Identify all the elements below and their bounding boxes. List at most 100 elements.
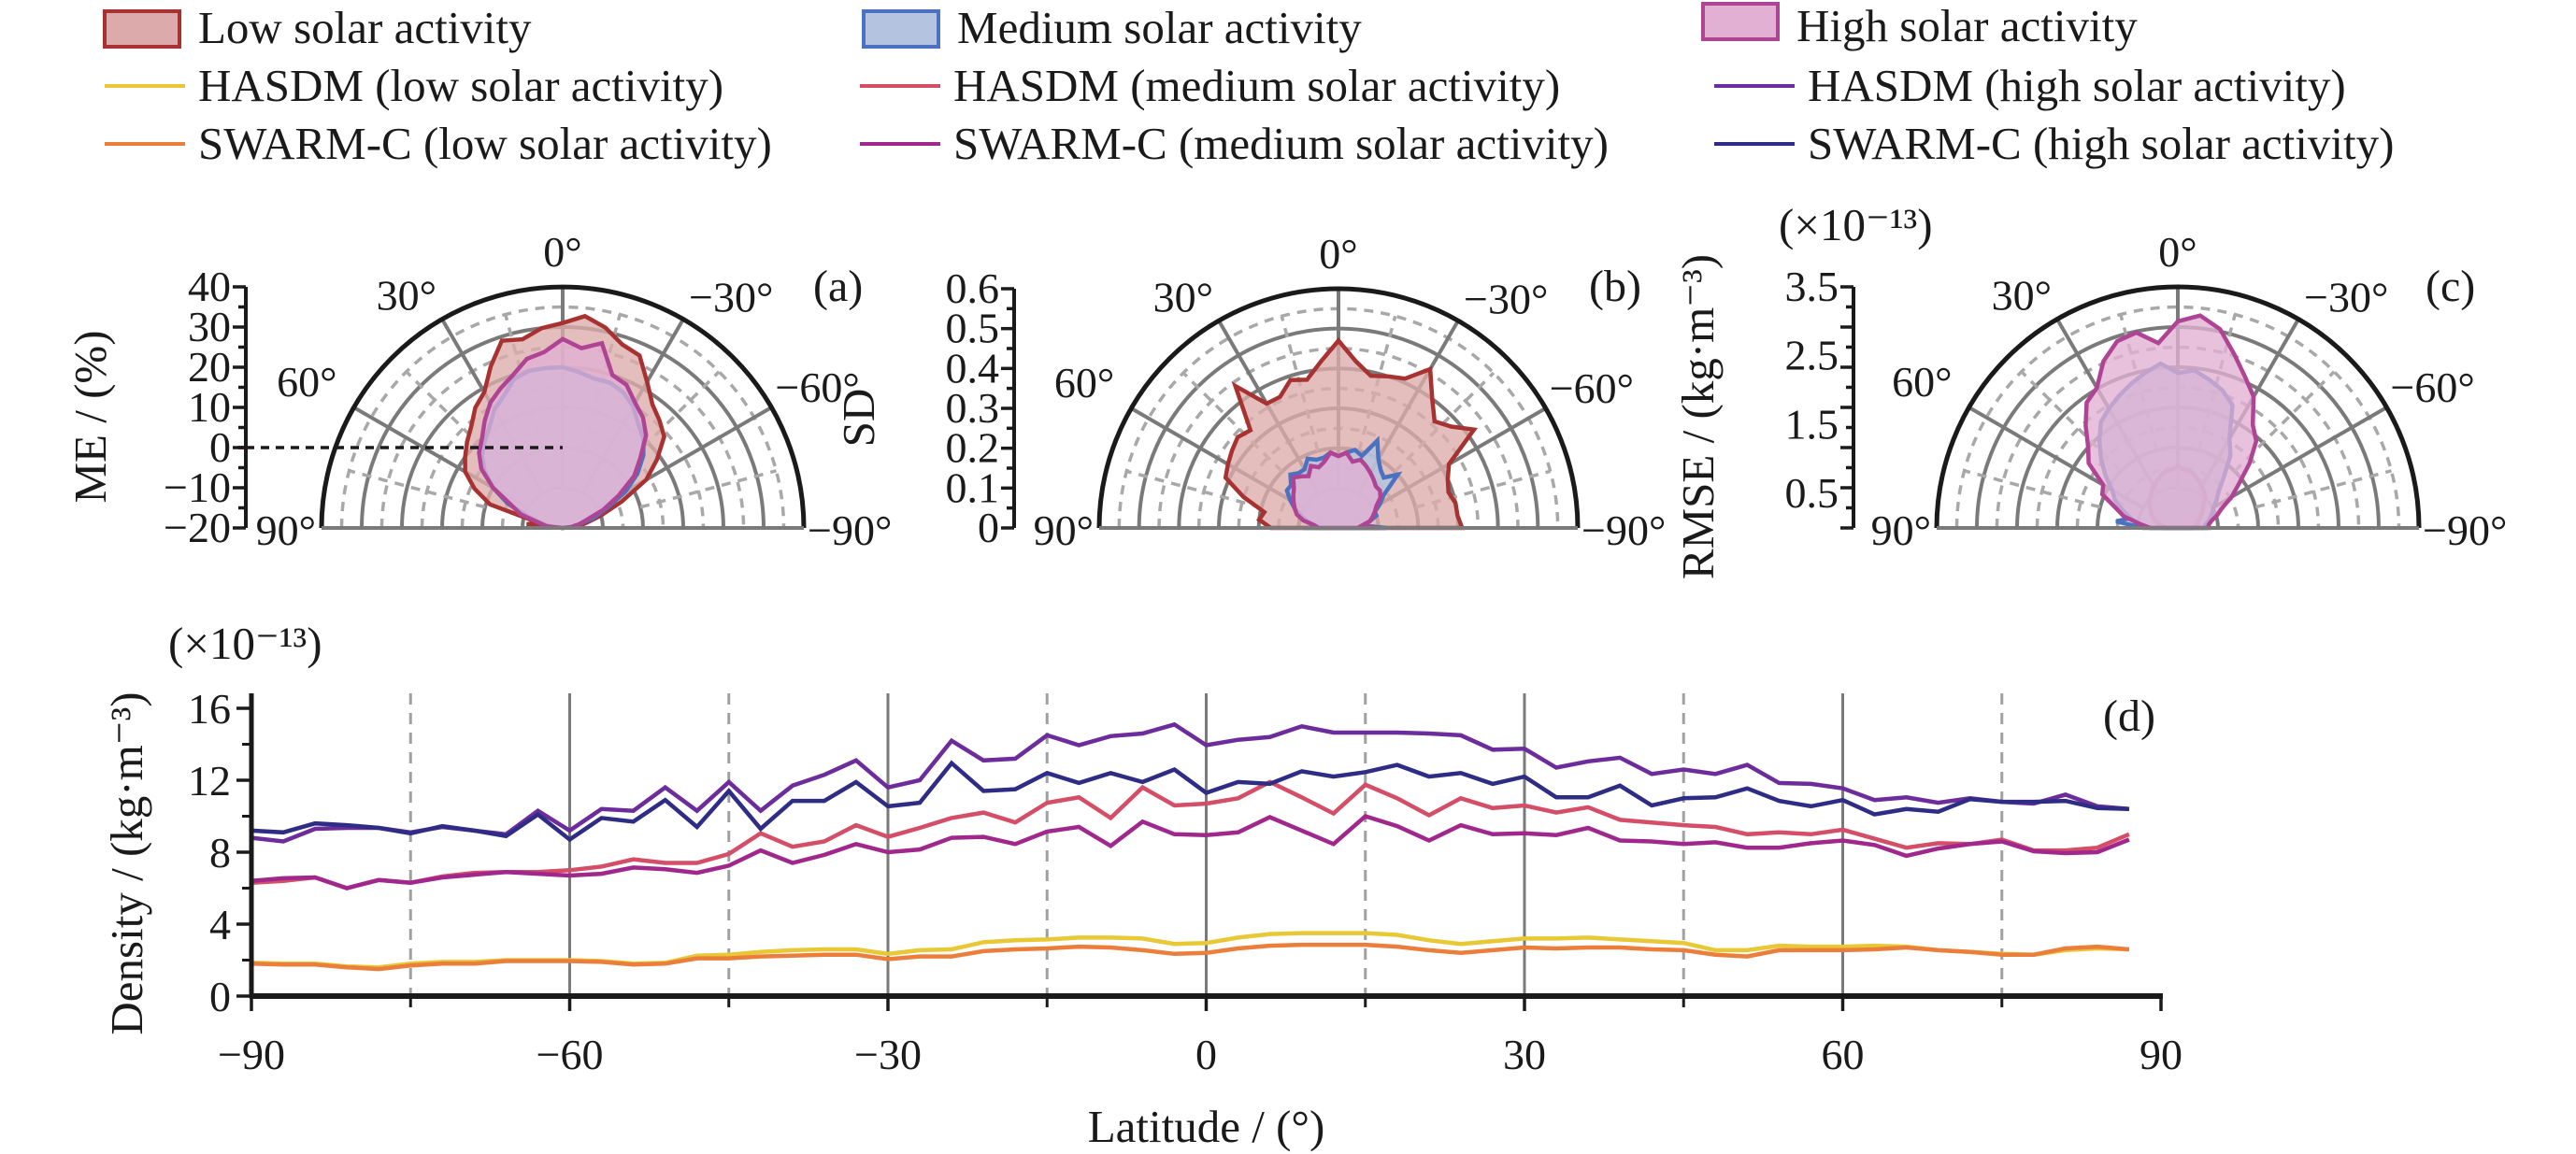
legend-label: SWARM-C (low solar activity)	[198, 118, 772, 169]
radial-tick-label: 1.5	[1785, 400, 1839, 448]
angle-label: 30°	[1992, 272, 2052, 320]
y-tick-label: 4	[209, 901, 231, 948]
radial-tick-label: 2.5	[1785, 332, 1839, 379]
panel-label: (b)	[1589, 262, 1641, 311]
legend-label: SWARM-C (high solar activity)	[1808, 118, 2394, 169]
series-line-swarm-c-medium-solar-activity	[250, 813, 2130, 890]
polar-outer-boundary	[1096, 286, 1581, 529]
radial-tick-label: 10	[188, 383, 231, 431]
x-tick-label: 60	[1822, 1031, 1865, 1078]
legend-label: Low solar activity	[198, 2, 532, 53]
angle-label: 30°	[1153, 273, 1213, 321]
legend-swatch-high	[1701, 2, 1780, 41]
legend-label: SWARM-C (medium solar activity)	[953, 118, 1609, 169]
angle-label: −60°	[2390, 363, 2474, 411]
x-tick-label: −90	[218, 1031, 285, 1078]
series-line-swarm-c-high-solar-activity	[250, 760, 2129, 843]
polar-grid-ring-dashed	[379, 345, 746, 529]
polar-area-high-solar-activity	[477, 336, 649, 531]
scale-note: (×10⁻¹³)	[1779, 199, 1933, 250]
legend-label: HASDM (high solar activity)	[1808, 60, 2346, 111]
angle-label: −60°	[775, 363, 859, 411]
polar-grid-ring-dashed	[1954, 305, 2401, 529]
polar-grid-ring-dashed	[1995, 345, 2361, 529]
polar-grid-spoke	[2211, 406, 2388, 510]
angle-label: −60°	[1550, 364, 1634, 412]
polar-plot-sd: 0.60.50.40.30.20.10 90° 60° 30° 0° −30°−60° −9…	[833, 230, 1666, 554]
angle-label: 60°	[1054, 359, 1114, 406]
radial-tick-label: 0.5	[946, 305, 1000, 352]
polar-grid-spoke-dashed	[639, 469, 777, 509]
legend-item-medium-area: Medium solar activity	[862, 2, 1362, 53]
series-line-swarm-c-low-solar-activity	[250, 942, 2130, 972]
radial-tick-label: 0.5	[1785, 469, 1839, 517]
legend-label: HASDM (medium solar activity)	[953, 60, 1560, 111]
x-tick-label: 30	[1503, 1031, 1546, 1078]
polar-grid-ring-dashed	[1157, 347, 1520, 529]
polar-area-low-solar-activity	[1223, 336, 1479, 531]
y-axis-label: SD	[833, 389, 884, 448]
x-tick-label: −30	[854, 1031, 922, 1078]
polar-outer-boundary	[1934, 284, 2422, 529]
radial-tick-label: 0	[209, 423, 231, 471]
polar-area-high-solar-activity	[2083, 313, 2259, 531]
radial-tick-label: −10	[164, 463, 231, 511]
polar-grid-spoke-dashed	[1964, 469, 2101, 509]
angle-label: −90°	[2423, 506, 2507, 554]
radial-tick-label: 0.4	[946, 344, 1000, 392]
legend: Low solar activity Medium solar activity…	[103, 0, 2394, 169]
angle-label: 0°	[1319, 230, 1357, 278]
y-tick-label: 8	[209, 829, 231, 876]
legend-item-low-area: Low solar activity	[103, 2, 532, 53]
y-axis-label: ME / (%)	[64, 330, 116, 503]
panel-label: (c)	[2426, 262, 2475, 311]
y-axis-label: Density / (kg·m⁻³)	[101, 691, 152, 1034]
legend-label: HASDM (low solar activity)	[198, 60, 723, 111]
angle-label: −90°	[1581, 506, 1666, 554]
radial-tick-label: 0.1	[946, 463, 1000, 511]
scale-note: (×10⁻¹³)	[168, 618, 322, 669]
angle-label: 0°	[543, 228, 581, 276]
series-line-hasdm-high-solar-activity	[250, 721, 2130, 844]
angle-label: −30°	[1464, 275, 1548, 322]
angle-label: −30°	[689, 274, 773, 321]
angle-label: 90°	[1871, 506, 1931, 554]
angle-label: 60°	[1892, 358, 1952, 406]
panel-label: (a)	[813, 262, 863, 311]
angle-label: 90°	[256, 506, 316, 554]
y-tick-label: 0	[209, 973, 231, 1020]
x-tick-label: 0	[1195, 1031, 1217, 1078]
polar-grid-spoke-dashed	[2254, 469, 2392, 509]
y-tick-label: 12	[188, 757, 231, 805]
panel-label: (d)	[2103, 691, 2155, 741]
polar-grid-ring-dashed	[339, 305, 786, 529]
x-axis-label: Latitude / (°)	[1088, 1101, 1325, 1152]
polar-grid-spoke-dashed	[349, 469, 486, 509]
radial-tick-label: 0	[978, 504, 999, 551]
polar-grid-spoke-dashed	[1125, 469, 1263, 509]
series-line-hasdm-medium-solar-activity	[250, 779, 2130, 890]
radial-tick-label: −20	[164, 504, 231, 551]
legend-item-high-area: High solar activity	[1701, 0, 2138, 51]
polar-plot-rmse: 3.5 2.5 1.5 0.5 90° 60° 30° 0° −30°−60° −90° RMSE …	[1672, 199, 2507, 579]
radial-tick-label: 20	[188, 343, 231, 391]
y-axis-label: RMSE / (kg·m⁻³)	[1672, 254, 1724, 579]
radial-tick-label: 0.2	[946, 424, 1000, 472]
radial-tick-label: 30	[188, 303, 231, 350]
legend-label: Medium solar activity	[957, 2, 1362, 53]
polar-outer-boundary	[319, 284, 807, 529]
angle-label: −30°	[2304, 274, 2388, 321]
polar-area-high-solar-activity	[1291, 449, 1383, 531]
line-chart-density: −90 −60 −30 0 30 60 90 0 4 8 12 16 Latitude / (°) Den…	[101, 618, 2182, 1152]
legend-swatch-medium	[862, 9, 940, 49]
radial-tick-label: 0.3	[946, 384, 1000, 432]
radial-tick-label: 40	[188, 263, 231, 310]
legend-label: High solar activity	[1796, 0, 2138, 51]
legend-swatch-low	[103, 9, 181, 49]
angle-label: 90°	[1034, 506, 1094, 554]
x-tick-label: −60	[537, 1031, 604, 1078]
angle-label: 60°	[277, 358, 336, 406]
angle-label: 0°	[2158, 228, 2197, 276]
